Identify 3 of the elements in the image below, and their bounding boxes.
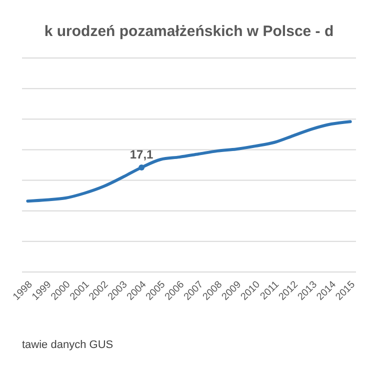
data-label: 17,1	[130, 147, 154, 162]
chart-title: k urodzeń pozamałżeńskich w Polsce - d	[44, 23, 334, 40]
text: tawie danych GUS	[22, 339, 114, 351]
